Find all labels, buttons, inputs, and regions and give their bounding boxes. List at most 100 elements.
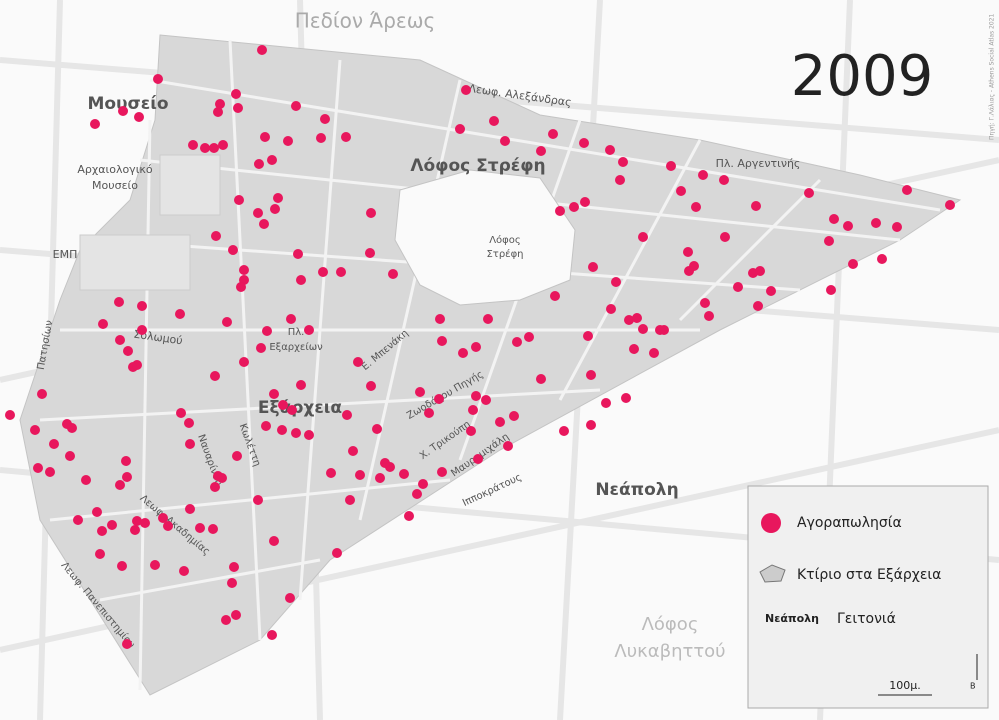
sale-dot: [122, 472, 132, 482]
sale-dot: [733, 282, 743, 292]
sale-dot: [287, 405, 297, 415]
sale-dot: [826, 285, 836, 295]
sale-dot: [95, 549, 105, 559]
sale-dot: [380, 458, 390, 468]
sale-dot: [117, 561, 127, 571]
sale-dot: [221, 615, 231, 625]
sale-dot: [227, 578, 237, 588]
sale-dot: [418, 479, 428, 489]
sale-dot: [45, 467, 55, 477]
sale-dot: [121, 456, 131, 466]
sales: [5, 45, 955, 649]
sale-dot: [719, 175, 729, 185]
legend-area: Γειτονιά: [837, 611, 896, 627]
sale-dot: [215, 99, 225, 109]
sale-dot: [253, 495, 263, 505]
sale-dot: [618, 157, 628, 167]
sale-dot: [114, 297, 124, 307]
sale-dot: [624, 315, 634, 325]
sale-dot: [218, 140, 228, 150]
sale-dot: [348, 446, 358, 456]
sale-dot: [892, 222, 902, 232]
sale-dot: [548, 129, 558, 139]
sale-dot: [175, 309, 185, 319]
sale-dot: [399, 469, 409, 479]
sale-dot: [365, 248, 375, 258]
sale-dot: [229, 562, 239, 572]
place-label: Μουσείο: [92, 179, 138, 192]
sale-dot: [236, 282, 246, 292]
sale-dot: [341, 132, 351, 142]
sale-dot: [466, 426, 476, 436]
sale-dot: [461, 85, 471, 95]
sale-dot: [320, 114, 330, 124]
sale-dot: [188, 140, 198, 150]
sale-dot: [316, 133, 326, 143]
sale-dot: [158, 513, 168, 523]
sale-dot: [231, 610, 241, 620]
sale-dot: [140, 518, 150, 528]
sale-dot: [134, 112, 144, 122]
sale-dot: [239, 265, 249, 275]
sale-dot: [184, 418, 194, 428]
park: [394, 169, 576, 306]
sale-dot: [424, 408, 434, 418]
sale-dot: [261, 421, 271, 431]
sale-dot: [293, 249, 303, 259]
sale-dot: [267, 155, 277, 165]
sale-dot: [606, 304, 616, 314]
sale-dot: [231, 89, 241, 99]
sale-dot: [512, 337, 522, 347]
sale-dot: [569, 202, 579, 212]
north-label: Β: [970, 682, 976, 691]
sale-dot: [332, 548, 342, 558]
sale-dot: [415, 387, 425, 397]
sale-dot: [632, 313, 642, 323]
sale-dot: [691, 202, 701, 212]
sale-dot: [118, 106, 128, 116]
sale-dot: [698, 170, 708, 180]
sale-dot: [67, 423, 77, 433]
sale-dot: [804, 188, 814, 198]
sale-dot: [97, 526, 107, 536]
sale-dot: [435, 314, 445, 324]
sale-dot: [437, 336, 447, 346]
sale-dot: [580, 197, 590, 207]
sale-dot: [217, 473, 227, 483]
sale-dot: [375, 473, 385, 483]
place-label: Πλ. Αργεντινής: [716, 157, 801, 170]
sale-dot: [524, 332, 534, 342]
sale-dot: [659, 325, 669, 335]
sale-dot: [434, 394, 444, 404]
sale-dot: [649, 348, 659, 358]
sale-dot: [489, 116, 499, 126]
sale-dot: [211, 231, 221, 241]
place-label: Πεδίον Άρεως: [295, 9, 435, 33]
sale-dot: [233, 103, 243, 113]
sale-dot: [372, 424, 382, 434]
sale-dot: [107, 520, 117, 530]
legend-building: Κτίριο στα Εξάρχεια: [797, 567, 941, 583]
sale-dot: [586, 370, 596, 380]
place-label: Στρέφη: [486, 248, 523, 260]
sale-dot: [871, 218, 881, 228]
place-label: Πλ.: [288, 327, 305, 338]
sale-dot: [253, 208, 263, 218]
sale-dot: [458, 348, 468, 358]
sale-dot: [353, 357, 363, 367]
sale-dot: [65, 451, 75, 461]
sale-dot: [232, 451, 242, 461]
sale-dot: [720, 232, 730, 242]
sale-dot: [176, 408, 186, 418]
sale-dot: [98, 319, 108, 329]
sale-dot: [210, 482, 220, 492]
sale-dot: [684, 266, 694, 276]
sale-dot: [262, 326, 272, 336]
sale-dot: [753, 301, 763, 311]
sale-dot: [483, 314, 493, 324]
sale-dot: [137, 325, 147, 335]
sale-dot: [621, 393, 631, 403]
sale-dot: [629, 344, 639, 354]
sale-dot: [73, 515, 83, 525]
sale-dot: [256, 343, 266, 353]
